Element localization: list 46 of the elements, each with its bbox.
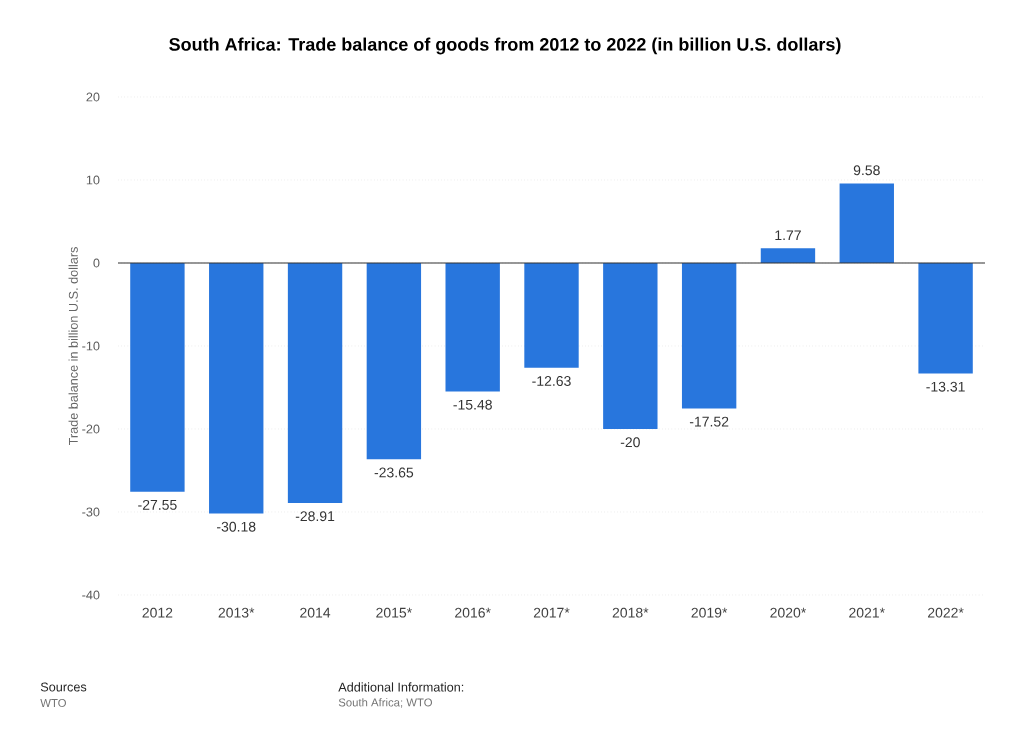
data-label: -27.55 xyxy=(138,499,177,510)
y-axis-title: Trade balance in billion U.S. dollars xyxy=(68,247,78,446)
y-tick-label: 0 xyxy=(93,258,100,268)
data-label: 1.77 xyxy=(775,230,801,241)
bar xyxy=(760,248,816,263)
x-tick-label: 2012 xyxy=(142,607,173,618)
x-tick-label: 2020* xyxy=(770,607,807,618)
bar xyxy=(681,262,737,409)
y-tick-label: -40 xyxy=(82,590,100,600)
data-label: 9.58 xyxy=(853,165,880,176)
x-tick-label: 2017* xyxy=(533,607,570,618)
x-tick-label: 2019* xyxy=(691,607,728,618)
bar xyxy=(445,262,500,392)
text: WTO xyxy=(40,698,66,707)
y-tick-label: -10 xyxy=(82,341,100,351)
text: Sources xyxy=(40,682,87,692)
data-label: -23.65 xyxy=(374,467,414,478)
text: South Africa; WTO xyxy=(338,698,433,708)
y-tick-label: 20 xyxy=(86,92,100,102)
x-tick-label: 2022* xyxy=(928,607,964,618)
data-label: -15.48 xyxy=(453,399,492,410)
data-label: -12.63 xyxy=(532,376,571,387)
bar xyxy=(209,262,264,514)
data-label: -30.18 xyxy=(217,521,256,532)
data-label: -28.91 xyxy=(295,511,335,522)
y-tick-label: -30 xyxy=(82,507,100,517)
x-tick-label: 2014 xyxy=(300,607,331,618)
chart-title: South Africa: Trade balance of goods from 2012 to 2022 (in billion U.S. dollars) xyxy=(169,37,841,55)
bar xyxy=(287,262,343,503)
y-tick-label: 10 xyxy=(86,175,100,185)
y-tick-label: -20 xyxy=(82,424,100,434)
bar xyxy=(130,262,185,492)
x-tick-label: 2018* xyxy=(612,607,649,618)
data-label: -20 xyxy=(620,437,640,448)
x-tick-label: 2021* xyxy=(849,607,885,618)
bar xyxy=(839,183,894,263)
bar xyxy=(366,262,422,460)
x-tick-label: 2015* xyxy=(376,607,412,618)
data-label: -13.31 xyxy=(926,381,965,392)
text: Additional Information: xyxy=(338,682,464,692)
data-label: -17.52 xyxy=(689,416,729,427)
x-tick-label: 2013* xyxy=(218,607,255,618)
bar xyxy=(918,262,973,374)
bar xyxy=(524,262,579,368)
bar xyxy=(603,262,658,429)
x-tick-label: 2016* xyxy=(455,607,491,618)
